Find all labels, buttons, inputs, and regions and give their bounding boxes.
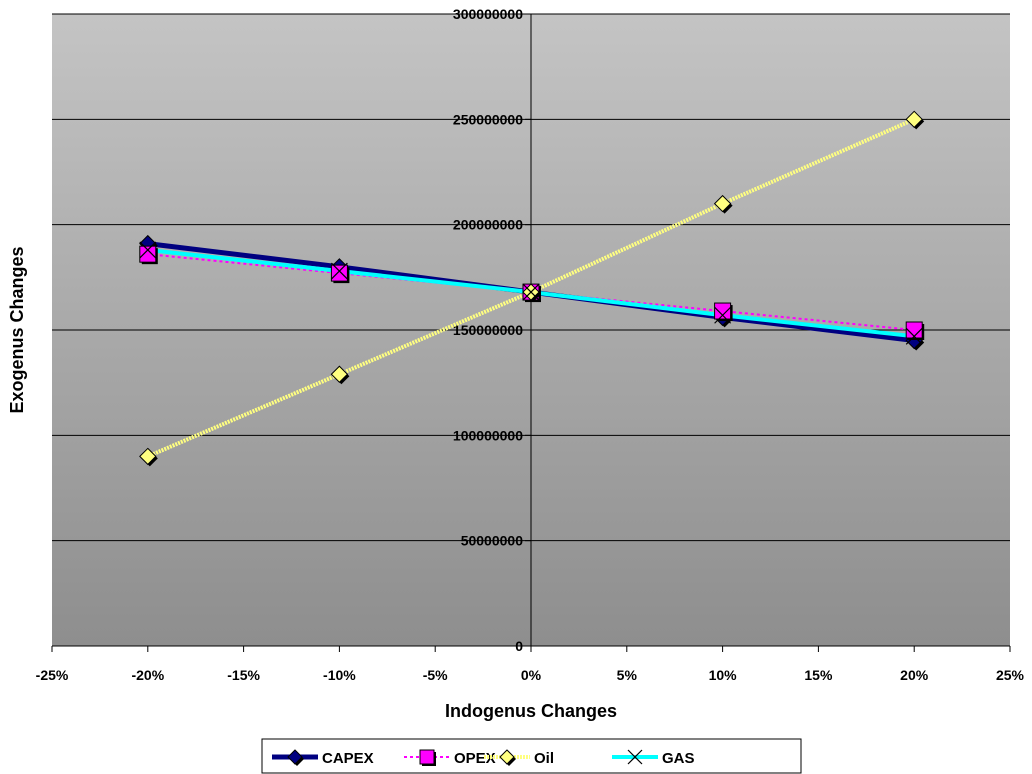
point-oil xyxy=(330,365,349,383)
x-axis-title: Indogenus Changes xyxy=(445,701,617,721)
y-tick-label: 0 xyxy=(515,638,523,654)
point-gas xyxy=(139,241,157,259)
x-tick-label: 25% xyxy=(996,667,1025,683)
legend-label-capex: CAPEX xyxy=(322,750,374,767)
point-oil xyxy=(905,110,923,129)
series-layer xyxy=(139,110,925,467)
legend-marker-gas xyxy=(627,749,643,765)
x-tick-label: 15% xyxy=(804,667,833,683)
y-tick-label: 150000000 xyxy=(453,322,523,338)
point-oil xyxy=(713,194,732,213)
axes xyxy=(51,13,1011,652)
point-opex xyxy=(905,321,923,339)
x-tick-label: -25% xyxy=(36,667,69,683)
x-tick-label: -20% xyxy=(131,667,164,683)
x-tick-labels: -25% -20% -15% -10% -5% 0% 5% 10% 15% 20% 25% xyxy=(36,667,1025,683)
y-tick-label: 100000000 xyxy=(453,427,523,443)
legend-label-opex: OPEX xyxy=(454,750,496,767)
legend-label-gas: GAS xyxy=(662,750,695,767)
point-gas xyxy=(330,262,348,280)
y-tick-label: 200000000 xyxy=(453,217,523,233)
point-gas xyxy=(714,306,732,324)
x-tick-label: 10% xyxy=(709,667,738,683)
y-tick-label: 250000000 xyxy=(453,111,523,127)
y-tick-labels: 0 50000000 100000000 150000000 200000000 2500… xyxy=(453,6,523,654)
legend-marker-opex xyxy=(419,749,435,765)
legend-box xyxy=(261,738,802,774)
x-tick-label: 20% xyxy=(900,667,929,683)
legend-marker-capex xyxy=(287,749,303,765)
series-markers-gas xyxy=(139,241,923,345)
x-tick-label: 5% xyxy=(617,667,638,683)
point-gas xyxy=(522,283,540,301)
legend-marker-oil xyxy=(499,749,515,765)
x-tick-label: -10% xyxy=(323,667,356,683)
x-tick-label: 0% xyxy=(521,667,542,683)
point-oil xyxy=(139,447,157,466)
point-opex xyxy=(714,302,732,320)
point-gas xyxy=(905,327,923,345)
point-opex xyxy=(330,264,348,282)
y-axis-title: Exogenus Changes xyxy=(7,246,27,413)
x-tick-label: -15% xyxy=(227,667,260,683)
y-tick-label: 300000000 xyxy=(453,6,523,22)
point-opex xyxy=(139,245,157,263)
x-tick-label: -5% xyxy=(423,667,448,683)
series-line-oil xyxy=(147,117,916,459)
legend-label-oil: Oil xyxy=(534,750,554,767)
y-tick-label: 50000000 xyxy=(461,533,524,549)
legend: CAPEX OPEX Oil GAS xyxy=(261,738,802,774)
